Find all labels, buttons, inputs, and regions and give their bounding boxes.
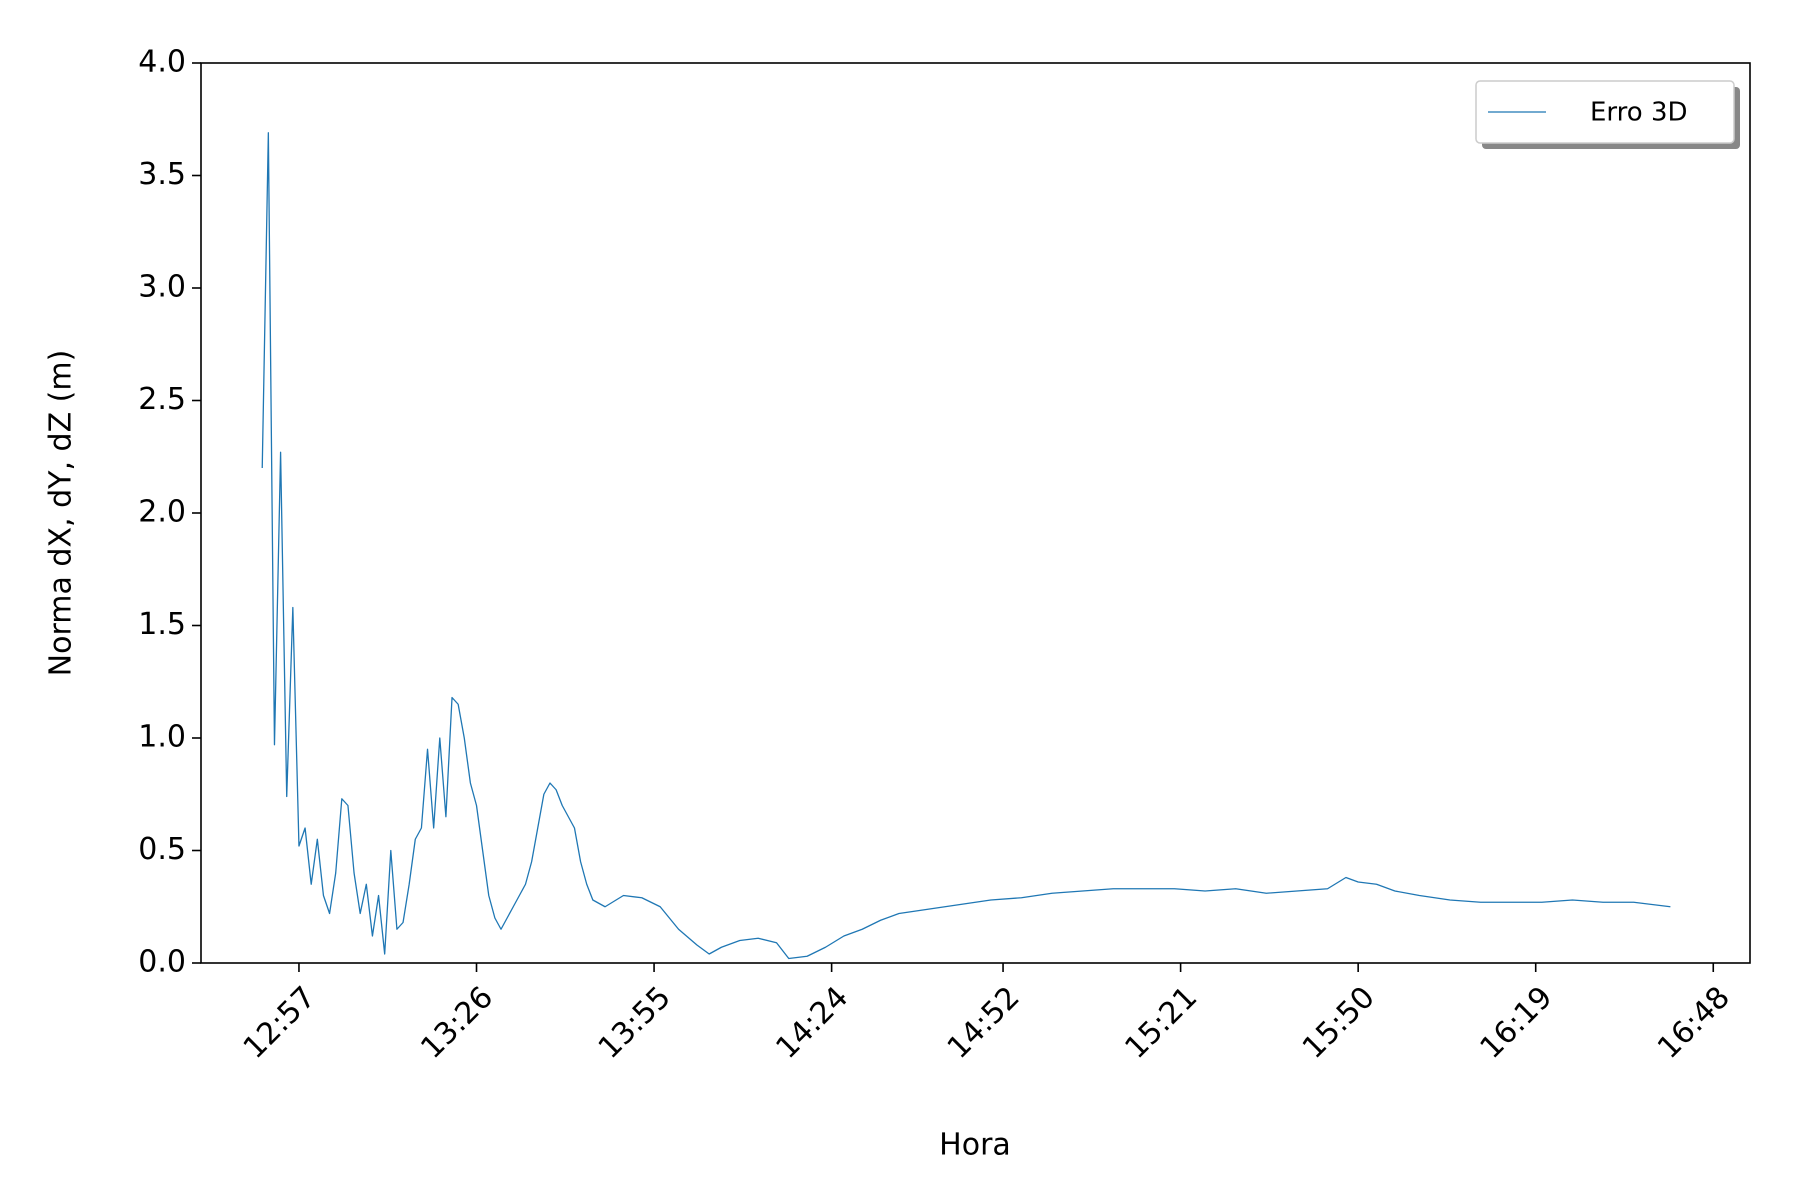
plot-frame xyxy=(200,62,1751,964)
y-tick-label: 0.0 xyxy=(138,945,186,980)
y-tick-label: 3.5 xyxy=(138,157,186,192)
y-tick-label: 0.5 xyxy=(138,832,186,867)
y-tick-label: 2.0 xyxy=(138,495,186,530)
y-tick-label: 3.0 xyxy=(138,270,186,305)
y-tick-label: 1.0 xyxy=(138,720,186,755)
y-tick-label: 1.5 xyxy=(138,607,186,642)
x-axis-label: Hora xyxy=(939,1128,1011,1163)
y-tick-label: 2.5 xyxy=(138,382,186,417)
legend-box xyxy=(1475,80,1735,144)
y-tick-label: 4.0 xyxy=(138,45,186,80)
legend-label: Erro 3D xyxy=(1590,98,1688,128)
y-axis-label: Norma dX, dY, dZ (m) xyxy=(44,350,79,677)
data-line xyxy=(261,132,1671,960)
